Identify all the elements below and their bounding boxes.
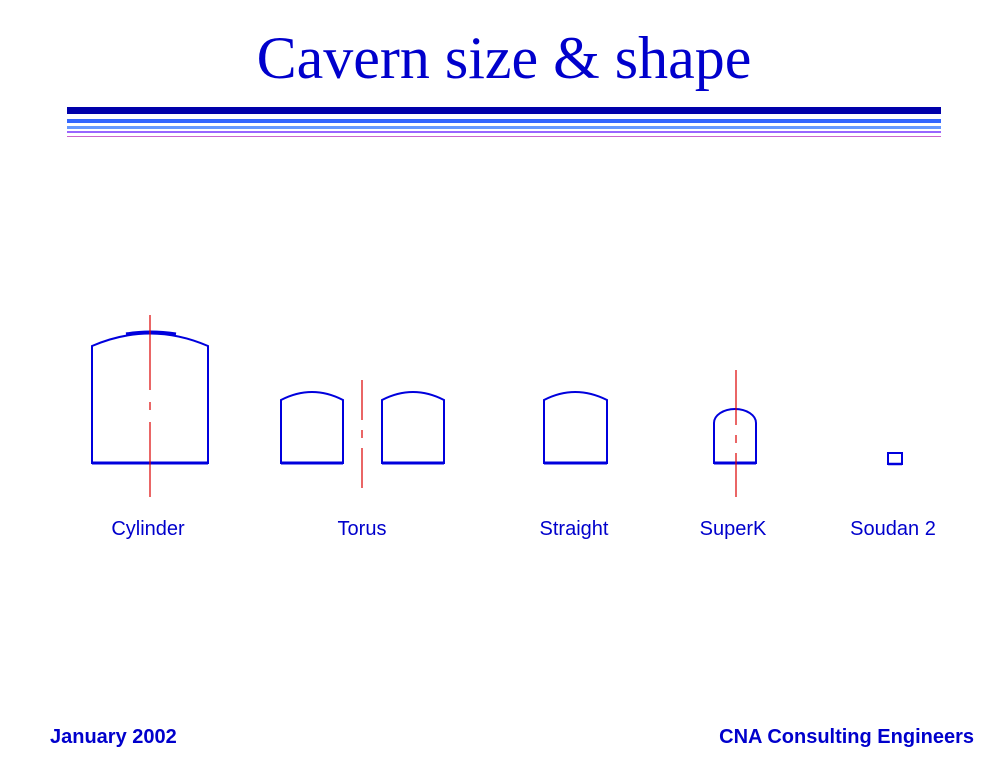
title-rule-4 — [67, 131, 941, 133]
title-rule-1 — [67, 107, 941, 114]
straight-shape — [543, 391, 608, 465]
shape-label-cylinder: Cylinder — [111, 518, 185, 540]
soudan2-shape — [887, 452, 903, 466]
torus-left-outline — [280, 391, 344, 464]
soudan2-outline — [887, 452, 903, 465]
shape-label-superk: SuperK — [699, 518, 767, 540]
title-rule-5 — [67, 136, 941, 137]
superk-shape — [713, 370, 757, 497]
shape-label-torus: Torus — [337, 518, 387, 540]
footer-date: January 2002 — [50, 726, 177, 748]
slide-title: Cavern size & shape — [256, 25, 752, 91]
cylinder-outline — [91, 332, 209, 464]
shape-label-straight: Straight — [539, 518, 609, 540]
title-rule-2 — [67, 119, 941, 123]
torus-right-outline — [381, 391, 445, 464]
shape-label-soudan2: Soudan 2 — [850, 518, 936, 540]
title-rule-3 — [67, 126, 941, 129]
footer-company: CNA Consulting Engineers — [719, 726, 974, 748]
cylinder-shape — [91, 315, 209, 497]
superk-outline — [713, 408, 757, 464]
torus-shape — [280, 380, 445, 497]
straight-outline — [543, 391, 608, 464]
